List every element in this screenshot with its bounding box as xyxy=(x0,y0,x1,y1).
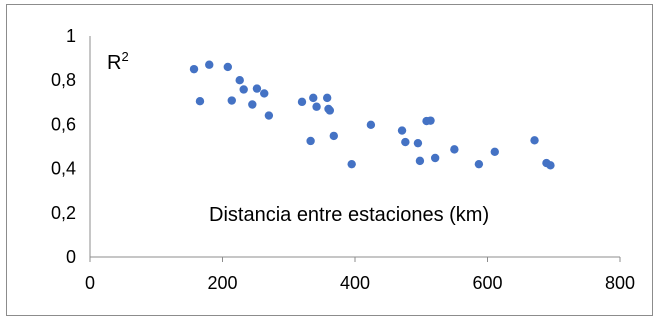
data-point xyxy=(426,116,435,125)
chart-frame: 0 200 400 600 800 0 0,2 0,4 0,6 0,8 1 R2 Distanci… xyxy=(6,4,653,316)
y-tick-label: 0,6 xyxy=(51,114,76,134)
data-point xyxy=(474,159,484,169)
data-point xyxy=(325,106,335,115)
data-point xyxy=(306,136,315,146)
y-tick-label: 0 xyxy=(66,247,76,267)
data-point xyxy=(546,161,555,170)
y-tick-label: 0,2 xyxy=(51,203,76,223)
y-tick-label: 0,4 xyxy=(51,159,76,179)
data-point xyxy=(195,96,205,106)
data-point xyxy=(397,126,407,135)
x-tick-label: 400 xyxy=(340,273,370,293)
data-point xyxy=(223,62,232,72)
data-point xyxy=(329,131,338,141)
data-point xyxy=(309,93,318,103)
x-tick-label: 0 xyxy=(85,273,95,293)
r-squared-superscript: 2 xyxy=(121,49,128,64)
data-point xyxy=(260,89,269,98)
data-point xyxy=(312,102,321,111)
x-tick-label: 200 xyxy=(207,273,237,293)
data-point xyxy=(252,84,262,93)
data-point xyxy=(401,137,410,147)
data-points xyxy=(189,60,555,170)
data-point xyxy=(297,97,307,107)
data-point xyxy=(415,156,425,166)
data-point xyxy=(366,120,376,130)
x-tick-marks xyxy=(89,257,621,262)
data-point xyxy=(264,111,274,120)
data-point xyxy=(450,145,459,154)
r-squared-base: R xyxy=(107,52,121,74)
x-tick-label: 600 xyxy=(472,273,502,293)
distance-label: Distancia entre estaciones (km) xyxy=(209,204,489,226)
data-point xyxy=(430,153,440,163)
data-point xyxy=(322,93,332,103)
x-tick-labels: 0 200 400 600 800 xyxy=(85,273,635,293)
data-point xyxy=(347,159,356,169)
x-tick-label: 800 xyxy=(605,273,635,293)
data-point xyxy=(235,76,244,85)
data-point xyxy=(413,138,423,148)
data-point xyxy=(248,100,257,109)
data-point xyxy=(490,147,499,157)
scatter-chart: 0 200 400 600 800 0 0,2 0,4 0,6 0,8 1 R2 Distanci… xyxy=(51,26,635,293)
y-tick-label: 0,8 xyxy=(51,70,76,90)
data-point xyxy=(189,64,199,74)
data-point xyxy=(227,96,236,105)
y-tick-labels: 0 0,2 0,4 0,6 0,8 1 xyxy=(51,26,76,267)
r-squared-label: R2 xyxy=(107,49,129,74)
data-point xyxy=(239,85,248,94)
data-point xyxy=(205,60,214,69)
y-tick-label: 1 xyxy=(66,26,76,46)
data-point xyxy=(530,136,539,145)
